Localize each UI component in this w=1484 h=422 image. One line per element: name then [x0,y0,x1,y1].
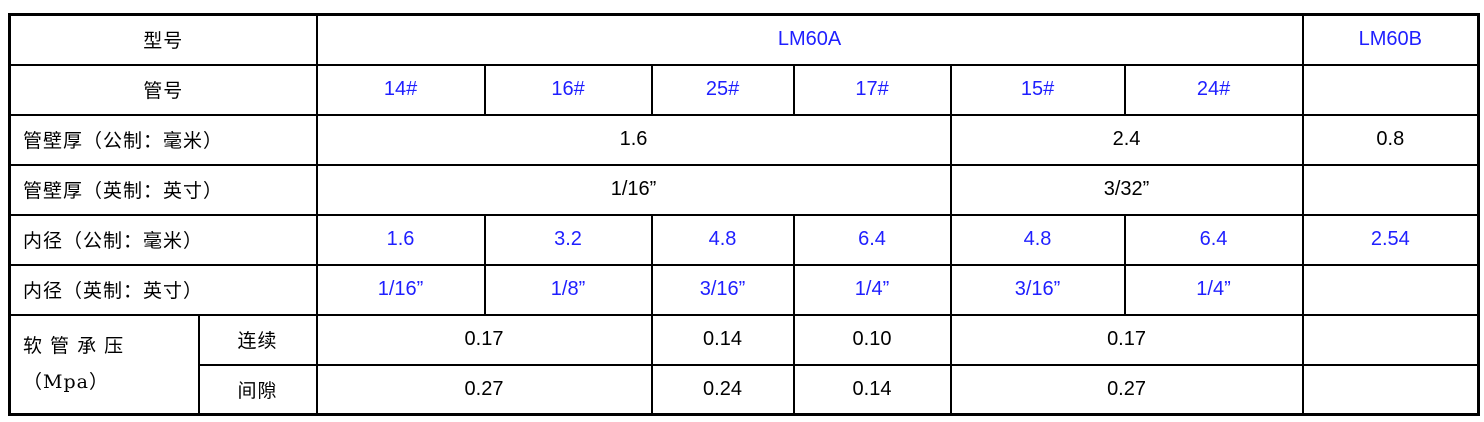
table-cell: 1/4” [792,263,952,316]
table-cell: 3/16” [949,263,1126,316]
table-body: 型号 LM60A LM60B 管号 14# 16# 25# 17# 15# 24# 管壁厚（公制：毫… [8,13,1480,416]
table-cell: 4.8 [650,213,795,266]
table-cell: 0.10 [792,313,952,366]
table-cell: 0.27 [949,363,1304,416]
table-cell: 6.4 [1123,213,1304,266]
table-cell: 间隙 [197,363,318,416]
row-inner-diameter-imperial: 内径（英制：英寸） 1/16” 1/8” 3/16” 1/4” 3/16” 1/4” [8,263,1480,316]
table-cell: 15# [949,63,1126,116]
table-cell: 0.24 [650,363,795,416]
table-cell [1301,163,1480,216]
table-cell: LM60A [315,13,1304,66]
table-cell [1301,313,1480,366]
table-cell: 0.14 [792,363,952,416]
table-cell: 4.8 [949,213,1126,266]
table-cell: 3.2 [483,213,653,266]
table-cell: 内径（英制：英寸） [8,263,318,316]
table-cell: 连续 [197,313,318,366]
row-tube-number: 管号 14# 16# 25# 17# 15# 24# [8,63,1480,116]
table-cell: 内径（公制：毫米） [8,213,318,266]
table-cell: 1.6 [315,113,952,166]
table-cell [1301,363,1480,416]
table-cell: 0.14 [650,313,795,366]
table-cell: 型号 [8,13,318,66]
table-cell: 25# [650,63,795,116]
table-cell: 软 管 承 压 （Mpa） [8,313,200,416]
table-cell: 1/8” [483,263,653,316]
table-cell: 管号 [8,63,318,116]
table-cell [1301,63,1480,116]
table-cell: 1.6 [315,213,486,266]
row-wall-thickness-metric: 管壁厚（公制：毫米） 1.6 2.4 0.8 [8,113,1480,166]
table-cell: 1/16” [315,163,952,216]
table-cell: 管壁厚（公制：毫米） [8,113,318,166]
table-cell: 14# [315,63,486,116]
row-inner-diameter-metric: 内径（公制：毫米） 1.6 3.2 4.8 6.4 4.8 6.4 2.54 [8,213,1480,266]
table-cell: 0.17 [949,313,1304,366]
row-pressure-intermittent: 间隙 0.27 0.24 0.14 0.27 [10,363,1480,416]
table-cell: 1/16” [315,263,486,316]
table-cell [1301,263,1480,316]
table-cell: 3/16” [650,263,795,316]
table-cell: 6.4 [792,213,952,266]
table-cell: 2.54 [1301,213,1480,266]
row-model: 型号 LM60A LM60B [8,13,1480,66]
row-pressure-continuous: 软 管 承 压 （Mpa） 连续 0.17 0.14 0.10 0.17 [8,313,1480,416]
table-cell: 3/32” [949,163,1304,216]
table-cell: 17# [792,63,952,116]
table-cell: 0.27 [315,363,653,416]
table-cell: LM60B [1301,13,1480,66]
table-cell: 24# [1123,63,1304,116]
table-cell: 2.4 [949,113,1304,166]
row-wall-thickness-imperial: 管壁厚（英制：英寸） 1/16” 3/32” [8,163,1480,216]
table-cell: 1/4” [1123,263,1304,316]
hose-specification-table: 型号 LM60A LM60B 管号 14# 16# 25# 17# 15# 24# 管壁厚（公制：毫… [8,13,1481,416]
table-cell: 0.8 [1301,113,1480,166]
table-cell: 管壁厚（英制：英寸） [8,163,318,216]
table-cell: 0.17 [315,313,653,366]
table-cell: 16# [483,63,653,116]
